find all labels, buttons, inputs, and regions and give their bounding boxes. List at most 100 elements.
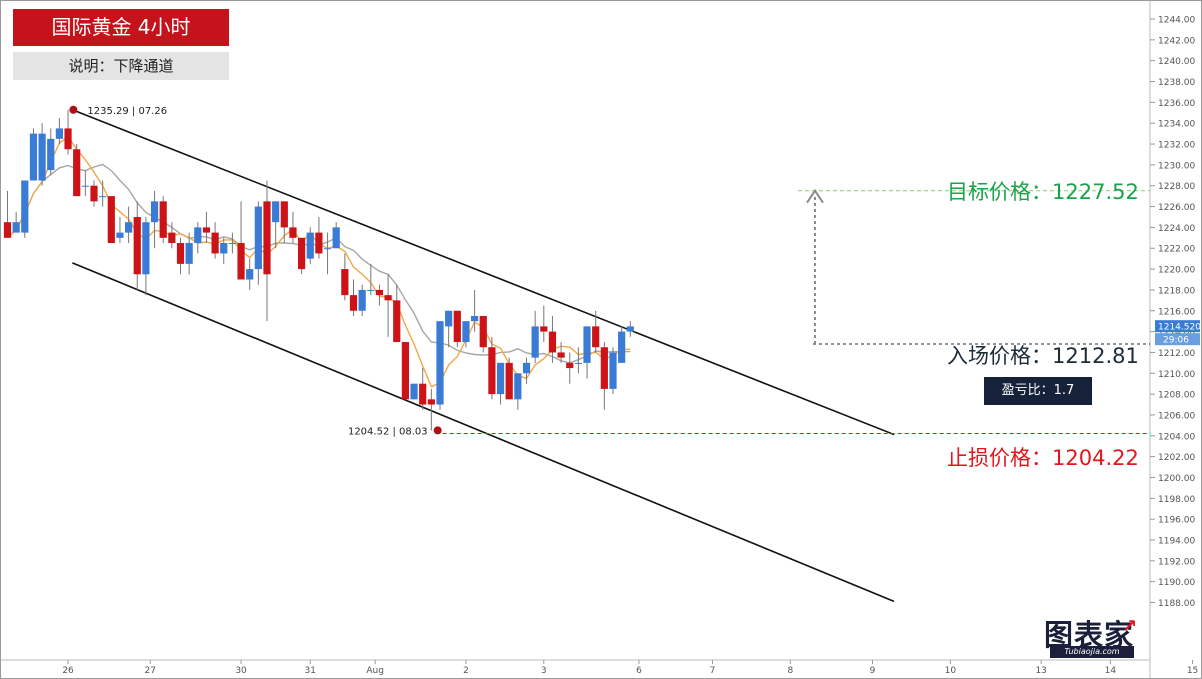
y-tick-label: 1190.00 <box>1158 578 1195 588</box>
candle <box>315 216 323 259</box>
candle-body <box>90 185 98 202</box>
candle-body <box>29 133 38 181</box>
candle-body <box>55 128 63 139</box>
x-tick-label: 7 <box>710 666 716 676</box>
candle <box>453 310 461 348</box>
candle-body <box>453 310 461 343</box>
candle-body <box>298 237 306 270</box>
y-tick-label: 1226.00 <box>1158 203 1195 213</box>
candle <box>125 206 133 244</box>
x-tick-label: 27 <box>144 666 155 676</box>
candle <box>280 201 288 244</box>
candle-body <box>263 201 271 275</box>
candle-body <box>618 331 626 363</box>
candle-body <box>393 300 401 343</box>
candle-body <box>81 185 89 187</box>
logo-arrow-icon: ↗ <box>1122 616 1138 637</box>
candle <box>12 211 20 233</box>
current-price-box <box>1155 320 1200 333</box>
x-tick-label: 31 <box>305 666 316 676</box>
candle <box>471 289 479 332</box>
candle <box>133 201 141 290</box>
candle <box>557 342 565 363</box>
candle-body <box>445 310 453 327</box>
candle-body <box>375 289 384 296</box>
candle <box>194 222 202 254</box>
candle <box>384 274 392 337</box>
candle <box>107 196 115 244</box>
candle-body <box>12 222 20 233</box>
candle-body <box>107 196 115 244</box>
candle <box>159 196 167 244</box>
brand-logo: 图表家 ↗ Tubiaojia.com <box>1044 612 1140 660</box>
candle-body <box>99 196 107 198</box>
candle <box>298 237 306 275</box>
candle <box>220 237 228 264</box>
y-tick-label: 1222.00 <box>1158 245 1195 255</box>
candle <box>583 326 591 379</box>
y-tick-label: 1206.00 <box>1158 411 1195 421</box>
stop-loss-label: 止损价格：1204.22 <box>947 446 1139 470</box>
candle <box>445 310 453 348</box>
channel-upper-line <box>72 109 895 436</box>
candle-body <box>202 227 211 233</box>
swing-low-label: 1204.52 | 08.03 <box>348 426 428 437</box>
candle <box>410 383 418 400</box>
candle <box>479 315 487 353</box>
projection-arrow-head <box>806 188 824 204</box>
y-tick-label: 1230.00 <box>1158 161 1195 171</box>
candle <box>228 232 236 254</box>
candle <box>272 201 280 249</box>
candle <box>47 128 55 176</box>
candle <box>574 347 582 374</box>
candle <box>609 347 617 395</box>
y-tick-label: 1234.00 <box>1158 120 1195 130</box>
y-tick-label: 1202.00 <box>1158 453 1195 463</box>
candle <box>496 362 505 405</box>
y-tick-label: 1236.00 <box>1158 99 1195 109</box>
candle-body <box>514 373 522 400</box>
candle-body <box>246 269 254 280</box>
candle <box>185 232 193 275</box>
candle-body <box>280 201 288 228</box>
candle-body <box>609 352 617 389</box>
candle-body <box>540 326 548 332</box>
x-tick-label: 26 <box>62 666 74 676</box>
candle-body <box>159 201 167 238</box>
countdown-box <box>1155 333 1200 346</box>
candle-body <box>419 383 427 405</box>
candle <box>99 180 107 207</box>
candle <box>246 258 254 290</box>
y-tick-label: 1218.00 <box>1158 286 1195 296</box>
candle <box>176 237 185 275</box>
candle <box>419 368 427 410</box>
candle-body <box>548 331 557 353</box>
candle-body <box>332 227 340 249</box>
candle-body <box>592 326 600 348</box>
swing-markers: 1235.29 | 07.26 1204.52 | 08.03 <box>69 105 442 437</box>
candle-body <box>176 243 185 264</box>
swing-low-dot <box>433 426 442 435</box>
entry-price-label: 入场价格：1212.81 <box>947 344 1139 368</box>
candle-body <box>168 232 176 244</box>
candle-body <box>73 149 81 197</box>
candle <box>427 388 435 431</box>
candle-body <box>194 227 202 244</box>
y-tick-label: 1200.00 <box>1158 474 1195 484</box>
candle-body <box>133 216 141 275</box>
candle <box>64 109 72 155</box>
candle-body <box>38 133 46 181</box>
candle-body <box>211 232 219 254</box>
candle-body <box>436 321 444 405</box>
y-tick-label: 1214.00 <box>1158 328 1195 338</box>
candle <box>211 222 219 259</box>
candle <box>38 123 46 186</box>
candle <box>592 310 600 353</box>
candle-body <box>323 248 332 250</box>
candle <box>263 180 271 322</box>
candle-body <box>116 232 124 238</box>
candle <box>332 222 340 249</box>
candle-body <box>21 180 29 233</box>
candle-body <box>315 232 323 254</box>
